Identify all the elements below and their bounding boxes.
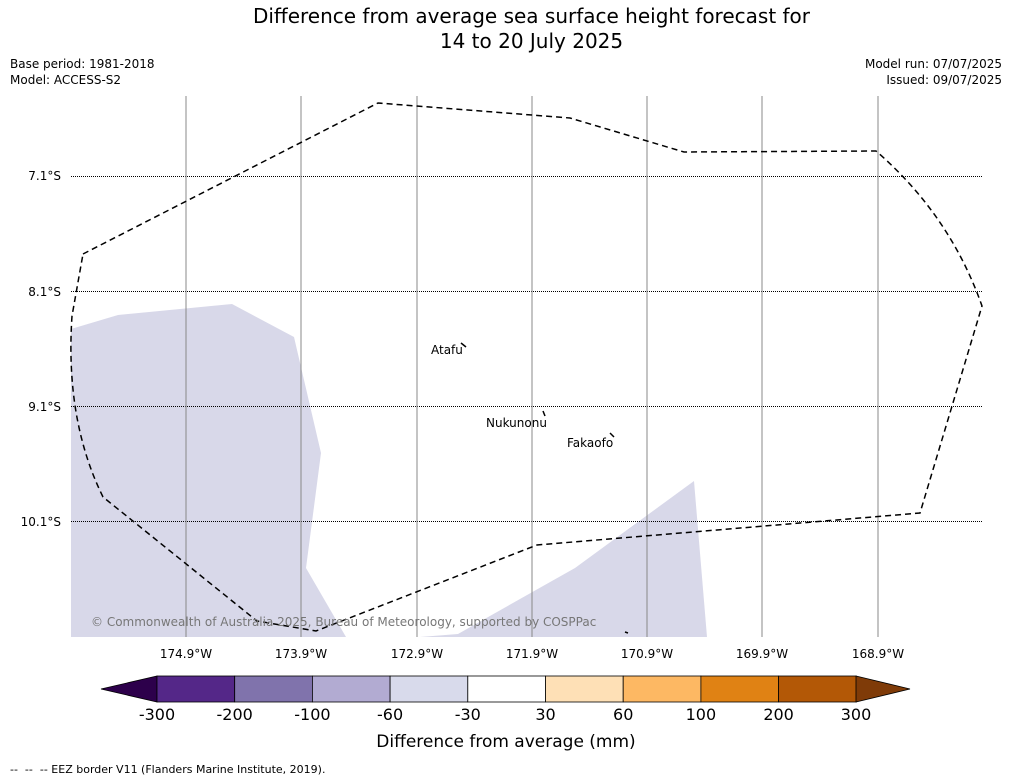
colorbar-bin	[467, 675, 546, 703]
fakaofo-island	[609, 432, 615, 438]
colorbar-ticks: -300 -200 -100 -60 -30 30 60 100 200 300	[139, 705, 871, 724]
colorbar-under-arrow	[100, 675, 158, 703]
colorbar-tick-label: -200	[217, 705, 253, 724]
lon-label: 169.9°W	[736, 647, 788, 661]
place-label-fakaofo: Fakaofo	[567, 436, 613, 450]
base-period-text: Base period: 1981-2018	[10, 57, 155, 71]
eez-legend-note: -- -- -- EEZ border V11 (Flanders Marine…	[10, 763, 326, 776]
colorbar: -300 -200 -100 -60 -30 30 60 100 200 300…	[100, 675, 911, 752]
small-islet	[624, 631, 629, 634]
anomaly-area-south	[420, 481, 707, 637]
anomaly-area-west	[71, 304, 346, 637]
colorbar-tick-label: 100	[686, 705, 717, 724]
place-label-atafu: Atafu	[431, 343, 463, 357]
colorbar-tick-label: 30	[535, 705, 555, 724]
run-info: Model run: 07/07/2025 Issued: 09/07/2025	[865, 56, 1002, 88]
islands	[460, 342, 629, 634]
atafu-island	[460, 342, 467, 348]
colorbar-tick-label: -100	[294, 705, 330, 724]
colorbar-over-arrow	[855, 675, 911, 703]
colorbar-tick-label: 200	[763, 705, 794, 724]
colorbar-bin	[389, 675, 469, 703]
place-label-nukunonu: Nukunonu	[486, 416, 547, 430]
model-text: Model: ACCESS-S2	[10, 73, 122, 87]
lon-label: 168.9°W	[852, 647, 904, 661]
model-run-text: Model run: 07/07/2025	[864, 57, 1002, 71]
lat-label: 10.1°S	[21, 515, 61, 529]
lon-label: 171.9°W	[506, 647, 558, 661]
longitude-gridlines	[185, 96, 879, 637]
nukunonu-island	[542, 410, 546, 417]
lat-label: 7.1°S	[28, 169, 61, 183]
colorbar-tick-label: -60	[377, 705, 403, 724]
colorbar-tick-label: -300	[139, 705, 175, 724]
lon-label: 172.9°W	[391, 647, 443, 661]
colorbar-bin	[311, 675, 391, 703]
issued-text: Issued: 09/07/2025	[886, 73, 1002, 87]
map-title: Difference from average sea surface heig…	[252, 4, 811, 53]
colorbar-bin	[234, 675, 313, 703]
colorbar-tick-label: -30	[455, 705, 481, 724]
eez-border	[70, 102, 983, 632]
lon-label: 173.9°W	[275, 647, 327, 661]
copyright-text: © Commonwealth of Australia 2025, Bureau…	[91, 615, 596, 629]
map-panel: Atafu Nukunonu Fakaofo © Commonwealth of…	[70, 96, 983, 637]
colorbar-bin	[700, 675, 780, 703]
colorbar-tick-label: 300	[841, 705, 872, 724]
lon-label: 174.9°W	[160, 647, 212, 661]
latitude-labels: 7.1°S 8.1°S 9.1°S 10.1°S	[21, 169, 61, 529]
lat-label: 9.1°S	[28, 400, 61, 414]
longitude-labels: 174.9°W 173.9°W 172.9°W 171.9°W 170.9°W …	[160, 647, 904, 661]
colorbar-bin	[622, 675, 702, 703]
colorbar-title: Difference from average (mm)	[376, 732, 635, 752]
colorbar-bin	[778, 675, 857, 703]
colorbar-bin	[156, 675, 236, 703]
base-info: Base period: 1981-2018 Model: ACCESS-S2	[10, 56, 155, 88]
lon-label: 170.9°W	[621, 647, 673, 661]
colorbar-tick-label: 60	[613, 705, 633, 724]
colorbar-bin	[545, 675, 624, 703]
colorbar-bins	[156, 675, 857, 703]
lat-label: 8.1°S	[28, 285, 61, 299]
